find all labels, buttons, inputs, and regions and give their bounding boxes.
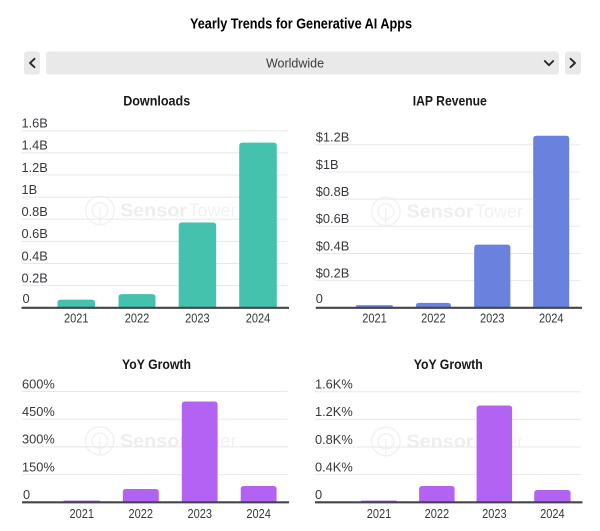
- svg-text:Sensor: Sensor: [407, 201, 474, 222]
- svg-text:$1.2B: $1.2B: [316, 130, 349, 145]
- svg-text:Sensor: Sensor: [407, 431, 474, 452]
- svg-text:Yearly Trends for Generative A: Yearly Trends for Generative AI Apps: [190, 16, 412, 33]
- svg-text:$1B: $1B: [316, 157, 339, 172]
- svg-text:2024: 2024: [540, 506, 565, 521]
- svg-text:600%: 600%: [22, 376, 55, 391]
- svg-text:2022: 2022: [421, 311, 446, 326]
- svg-text:$0.2B: $0.2B: [316, 265, 349, 280]
- svg-text:Tower: Tower: [475, 201, 523, 222]
- svg-text:YoY Growth: YoY Growth: [122, 356, 191, 372]
- svg-text:0.2B: 0.2B: [22, 270, 48, 285]
- svg-text:300%: 300%: [22, 432, 55, 447]
- svg-text:YoY Growth: YoY Growth: [414, 356, 483, 372]
- svg-text:2024: 2024: [539, 311, 564, 326]
- svg-text:$0.8B: $0.8B: [316, 184, 349, 199]
- svg-text:2022: 2022: [425, 506, 450, 521]
- svg-text:2024: 2024: [246, 506, 271, 521]
- svg-text:2024: 2024: [246, 311, 271, 326]
- svg-text:Sensor: Sensor: [120, 200, 187, 221]
- svg-text:2023: 2023: [187, 506, 212, 521]
- svg-text:1.6B: 1.6B: [22, 116, 48, 131]
- svg-text:1B: 1B: [22, 182, 38, 197]
- svg-text:0.6B: 0.6B: [22, 226, 48, 241]
- svg-text:0.4B: 0.4B: [22, 248, 48, 263]
- svg-text:150%: 150%: [22, 459, 55, 474]
- svg-text:1.2B: 1.2B: [22, 160, 48, 175]
- svg-text:0: 0: [316, 291, 323, 306]
- svg-text:IAP Revenue: IAP Revenue: [413, 92, 487, 108]
- svg-text:0: 0: [23, 487, 30, 502]
- svg-text:0.4K%: 0.4K%: [315, 459, 353, 474]
- svg-text:2022: 2022: [125, 311, 150, 326]
- svg-text:2022: 2022: [129, 506, 154, 521]
- svg-text:2023: 2023: [480, 311, 505, 326]
- svg-text:2021: 2021: [367, 506, 392, 521]
- svg-text:0.8B: 0.8B: [22, 204, 48, 219]
- svg-text:Downloads: Downloads: [123, 92, 190, 108]
- svg-text:0.8K%: 0.8K%: [315, 432, 353, 447]
- svg-text:1.4B: 1.4B: [22, 138, 48, 153]
- svg-text:2021: 2021: [69, 506, 94, 521]
- svg-text:$0.6B: $0.6B: [316, 211, 349, 226]
- svg-text:2023: 2023: [482, 506, 507, 521]
- svg-text:0: 0: [23, 291, 30, 306]
- svg-text:2021: 2021: [362, 311, 387, 326]
- svg-text:Sensor: Sensor: [120, 430, 187, 451]
- svg-text:1.6K%: 1.6K%: [315, 377, 353, 392]
- svg-text:Tower: Tower: [189, 200, 237, 221]
- svg-text:2021: 2021: [64, 311, 89, 326]
- svg-text:Worldwide: Worldwide: [266, 56, 324, 70]
- svg-text:2023: 2023: [185, 311, 210, 326]
- svg-text:$0.4B: $0.4B: [316, 238, 349, 253]
- svg-text:0: 0: [315, 487, 322, 502]
- svg-text:450%: 450%: [22, 404, 55, 419]
- svg-text:1.2K%: 1.2K%: [315, 404, 353, 419]
